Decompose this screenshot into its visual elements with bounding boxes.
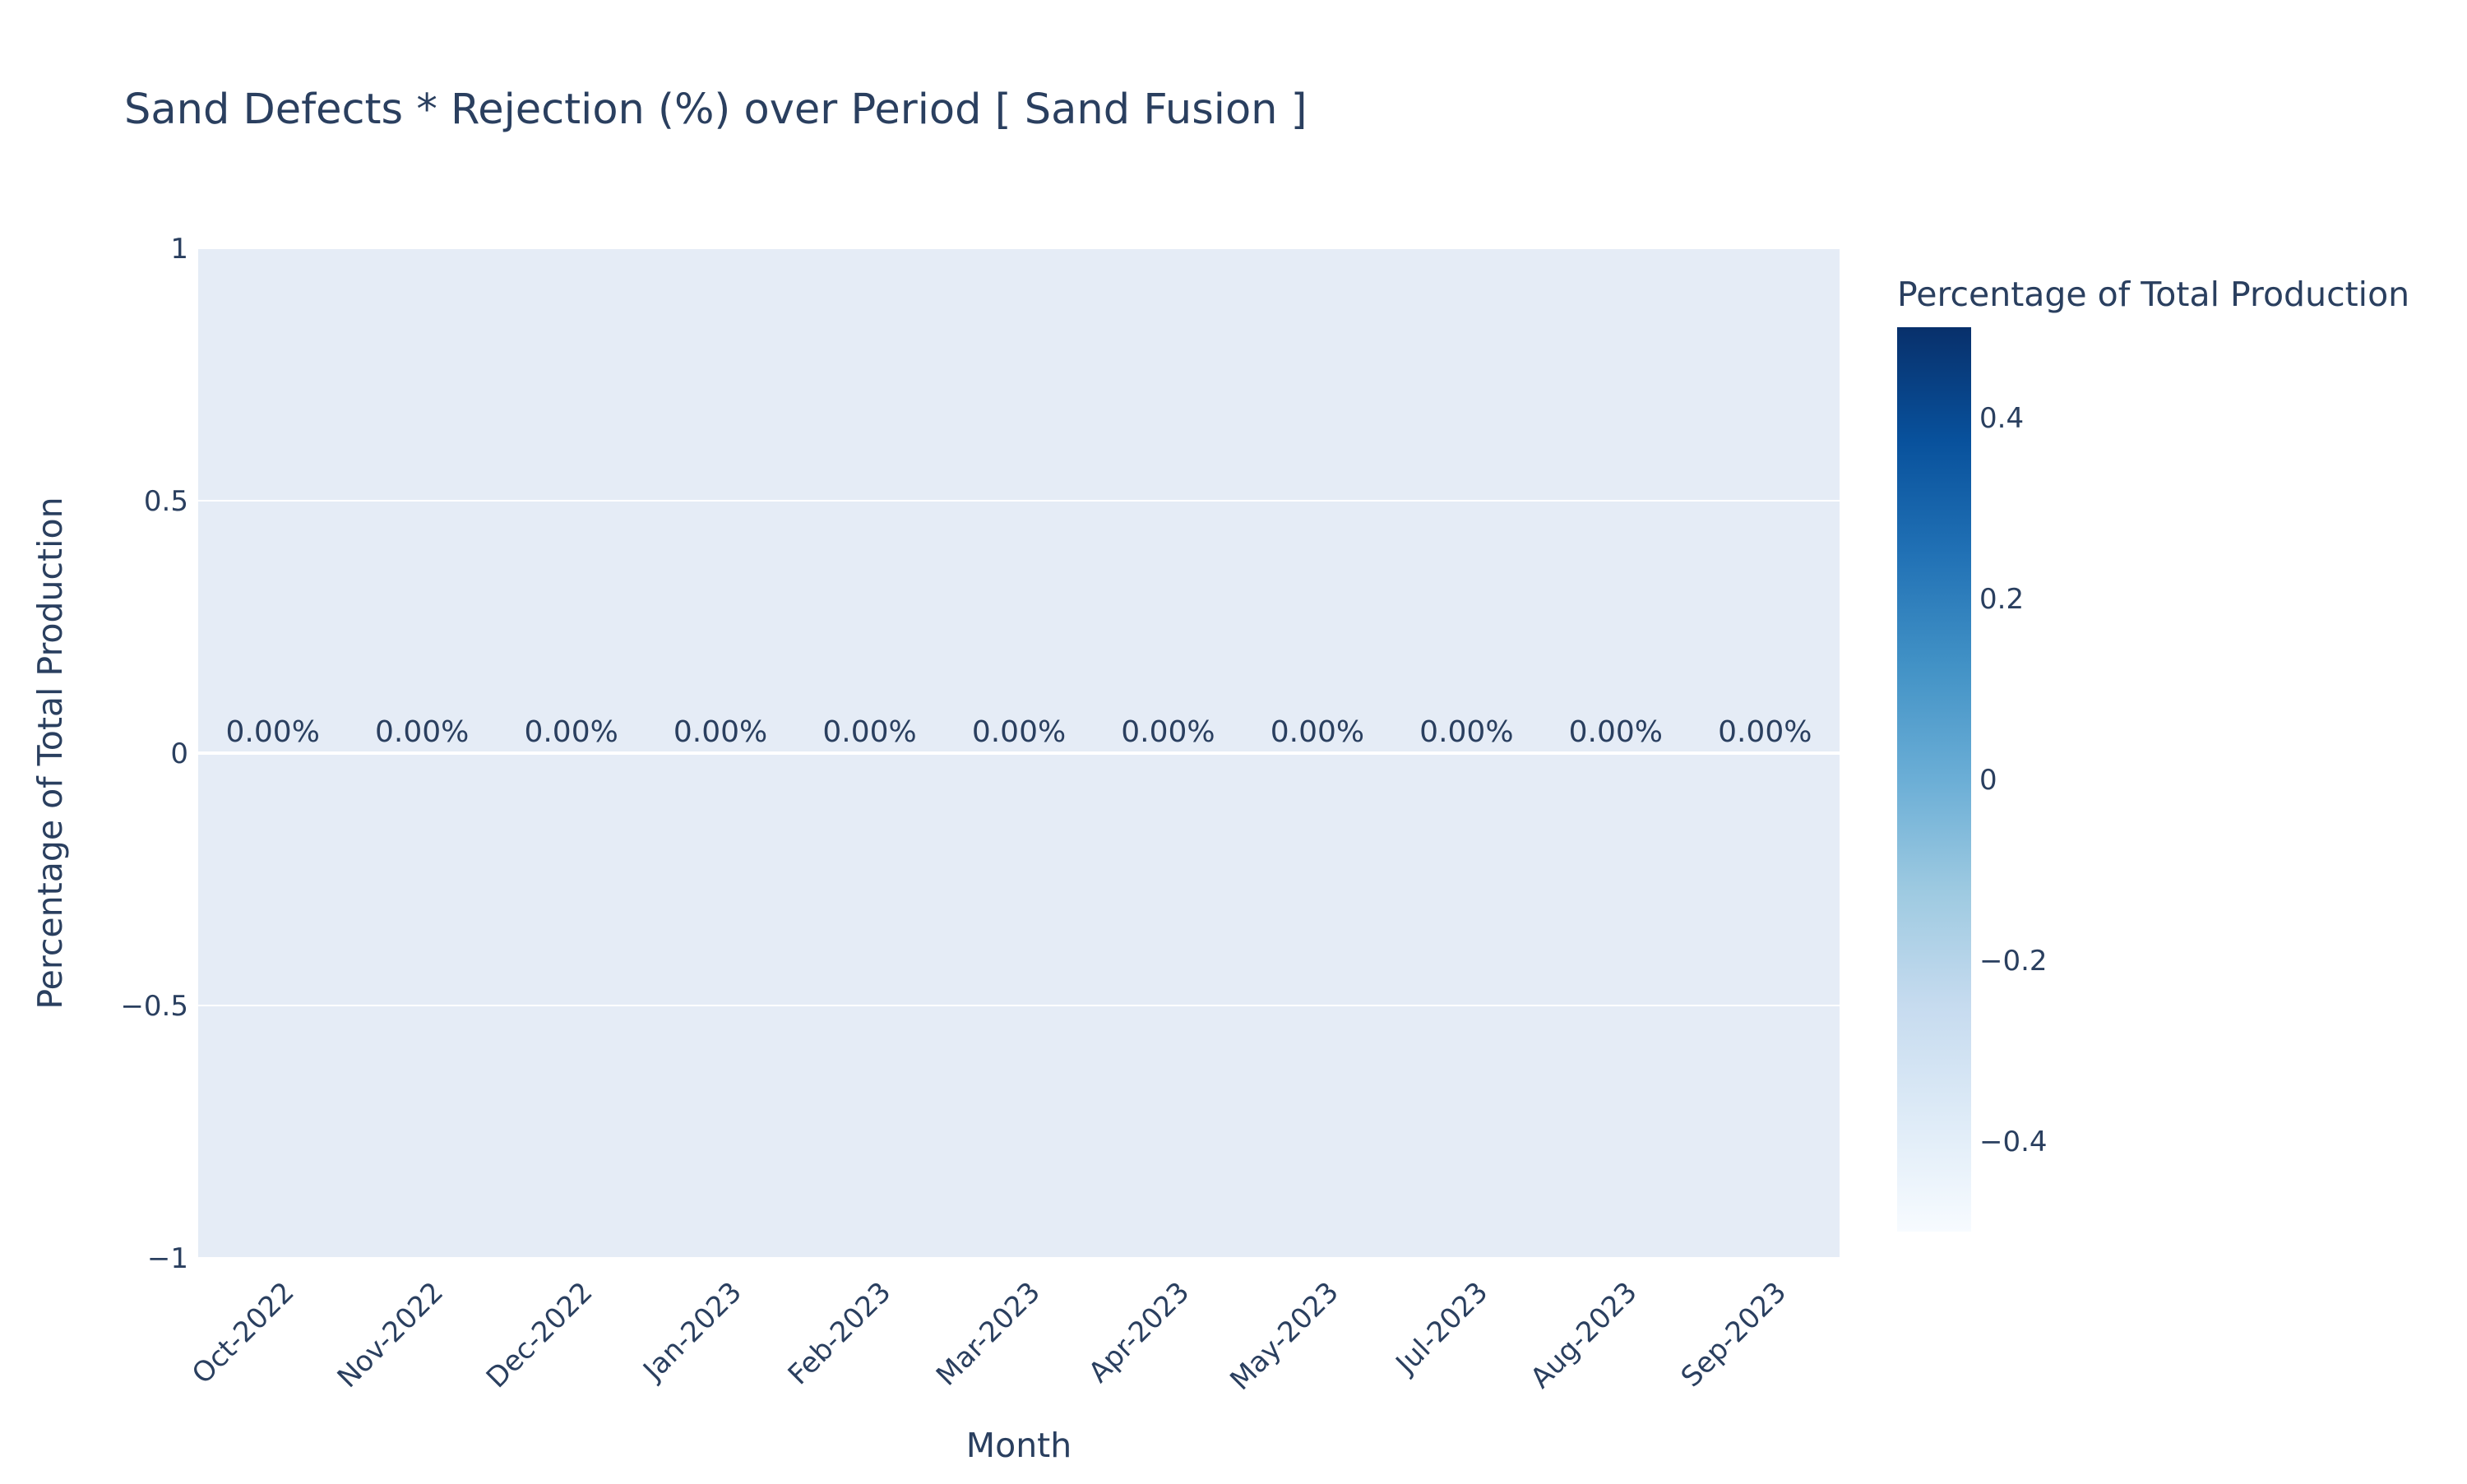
y-tick-label: 0.5: [144, 485, 188, 518]
y-gridlines: [198, 247, 1840, 1259]
bar-data-label: 0.00%: [1419, 715, 1513, 749]
x-tick-label: Mar-2023: [930, 1276, 1047, 1393]
colorbar-tick-label: 0.4: [1979, 402, 2024, 435]
bar-data-label: 0.00%: [822, 715, 916, 749]
chart-title: Sand Defects * Rejection (%) over Period…: [124, 86, 1308, 134]
x-tick-label: Sep-2023: [1675, 1276, 1793, 1394]
y-tick-label: 0: [170, 737, 188, 770]
y-tick-label: −1: [147, 1242, 188, 1275]
colorbar-tick-label: −0.4: [1979, 1126, 2048, 1158]
bar-data-label: 0.00%: [673, 715, 767, 749]
colorbar-tick-label: 0.2: [1979, 583, 2024, 616]
y-axis-title: Percentage of Total Production: [30, 497, 70, 1009]
bar-data-label: 0.00%: [972, 715, 1066, 749]
bar-data-labels: 0.00% 0.00% 0.00% 0.00% 0.00% 0.00% 0.00% 0.00%…: [226, 715, 1812, 749]
x-axis-title: Month: [966, 1426, 1072, 1465]
bar-data-label: 0.00%: [226, 715, 320, 749]
colorbar-gradient: [1897, 327, 1971, 1232]
x-tick-label: Jan-2023: [636, 1276, 748, 1389]
bar-data-label: 0.00%: [1718, 715, 1812, 749]
bar-data-label: 0.00%: [375, 715, 469, 749]
x-tick-label: Oct-2022: [186, 1276, 301, 1391]
colorbar-tick-label: −0.2: [1979, 945, 2048, 978]
colorbar: Percentage of Total Production 0.4 0.2 0 −0…: [1897, 275, 2409, 1232]
x-tick-label: Dec-2022: [480, 1276, 599, 1395]
colorbar-title: Percentage of Total Production: [1897, 275, 2409, 314]
colorbar-tick-label: 0: [1979, 764, 1997, 797]
x-tick-label: Apr-2023: [1082, 1276, 1196, 1389]
x-tick-label: Aug-2023: [1525, 1276, 1644, 1395]
bar-data-label: 0.00%: [1271, 715, 1364, 749]
x-tick-label: Jul-2023: [1389, 1276, 1495, 1382]
y-tick-labels: 1 0.5 0 −0.5 −1: [120, 233, 188, 1275]
y-tick-label: −0.5: [120, 990, 188, 1023]
bar-data-label: 0.00%: [524, 715, 618, 749]
bar-data-label: 0.00%: [1121, 715, 1215, 749]
y-tick-label: 1: [170, 233, 188, 266]
x-tick-label: Nov-2022: [331, 1276, 450, 1394]
x-tick-label: May-2023: [1224, 1276, 1345, 1397]
colorbar-tick-labels: 0.4 0.2 0 −0.2 −0.4: [1979, 402, 2048, 1158]
x-tick-label: Feb-2023: [782, 1276, 898, 1392]
bar-data-label: 0.00%: [1569, 715, 1663, 749]
x-tick-labels: Oct-2022 Nov-2022 Dec-2022 Jan-2023 Feb-2023…: [186, 1276, 1793, 1397]
